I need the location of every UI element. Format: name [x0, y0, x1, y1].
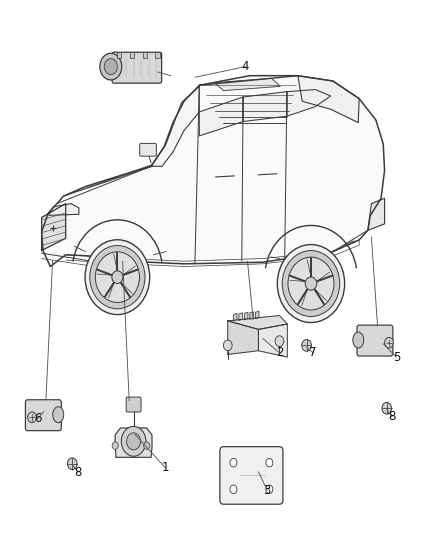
Circle shape	[28, 412, 36, 423]
Circle shape	[121, 426, 146, 456]
Polygon shape	[49, 204, 79, 215]
Polygon shape	[243, 92, 287, 122]
Ellipse shape	[353, 332, 364, 348]
Ellipse shape	[277, 245, 345, 322]
FancyBboxPatch shape	[220, 447, 283, 504]
Text: 3: 3	[264, 484, 271, 497]
FancyBboxPatch shape	[126, 397, 141, 412]
Circle shape	[275, 336, 284, 346]
Circle shape	[266, 458, 273, 467]
Bar	[130, 52, 134, 58]
Ellipse shape	[282, 251, 340, 317]
Bar	[155, 52, 160, 58]
Text: 8: 8	[389, 410, 396, 423]
Text: 2: 2	[276, 346, 283, 359]
Polygon shape	[298, 76, 359, 123]
Polygon shape	[239, 313, 242, 320]
Text: 5: 5	[393, 351, 400, 364]
Circle shape	[67, 458, 77, 470]
Polygon shape	[199, 97, 243, 136]
Circle shape	[230, 485, 237, 494]
Circle shape	[382, 402, 392, 414]
Ellipse shape	[112, 271, 123, 284]
Polygon shape	[244, 312, 248, 320]
Ellipse shape	[95, 252, 139, 303]
Polygon shape	[233, 313, 237, 321]
Polygon shape	[255, 311, 259, 319]
FancyBboxPatch shape	[112, 52, 162, 83]
FancyBboxPatch shape	[357, 325, 393, 356]
Circle shape	[104, 59, 117, 75]
FancyBboxPatch shape	[140, 143, 156, 156]
Ellipse shape	[90, 246, 145, 309]
Polygon shape	[215, 78, 280, 91]
Circle shape	[385, 337, 393, 348]
Circle shape	[127, 433, 141, 450]
Text: 1: 1	[162, 462, 170, 474]
Polygon shape	[228, 321, 258, 354]
Text: 6: 6	[34, 412, 42, 425]
Text: 7: 7	[309, 346, 317, 359]
Ellipse shape	[85, 240, 150, 314]
Circle shape	[266, 485, 273, 494]
Text: 4: 4	[241, 60, 249, 73]
Text: 8: 8	[74, 466, 81, 479]
Polygon shape	[115, 428, 152, 457]
Ellipse shape	[53, 407, 64, 423]
FancyBboxPatch shape	[25, 400, 61, 431]
Polygon shape	[228, 316, 287, 329]
Ellipse shape	[288, 257, 334, 310]
Polygon shape	[42, 76, 385, 266]
Circle shape	[223, 340, 232, 351]
Circle shape	[112, 442, 118, 449]
Polygon shape	[250, 312, 253, 319]
Polygon shape	[42, 204, 66, 251]
Polygon shape	[287, 90, 331, 116]
Bar	[143, 52, 147, 58]
Circle shape	[100, 53, 122, 80]
Circle shape	[230, 458, 237, 467]
Circle shape	[144, 442, 150, 449]
Bar	[117, 52, 121, 58]
Polygon shape	[368, 198, 385, 230]
Circle shape	[302, 340, 311, 351]
Ellipse shape	[305, 277, 317, 290]
Polygon shape	[151, 86, 199, 166]
Polygon shape	[258, 324, 287, 357]
